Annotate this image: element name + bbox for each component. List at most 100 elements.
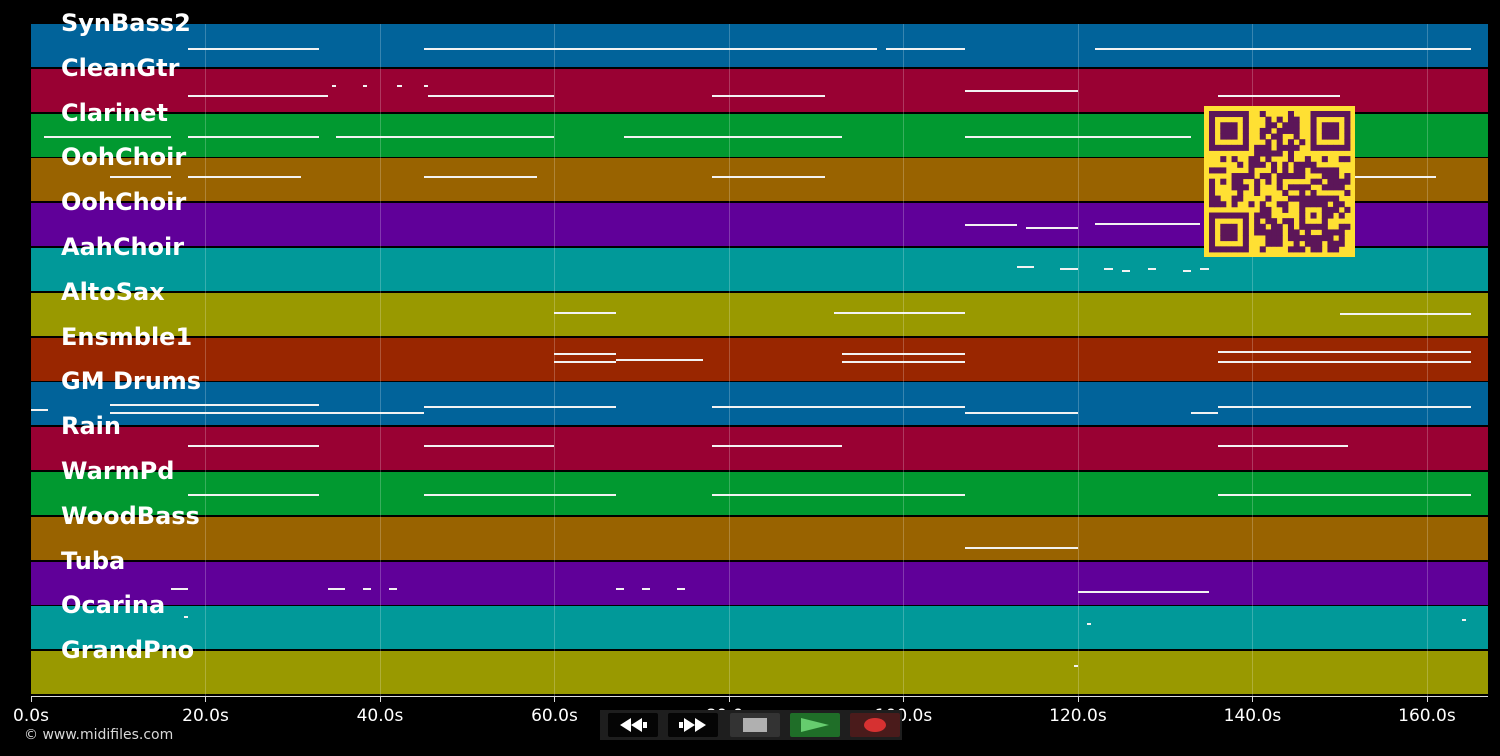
midi-note: [711, 445, 843, 448]
qr-pattern: [1209, 111, 1351, 253]
midi-note: [170, 588, 189, 591]
tick-label: 140.0s: [1223, 706, 1282, 726]
tick-label: 160.0s: [1398, 706, 1456, 726]
midi-note: [711, 494, 965, 497]
tick-mark: [903, 696, 905, 702]
midi-note: [362, 85, 367, 88]
track-lane: [31, 337, 1488, 381]
qr-code[interactable]: [1204, 106, 1355, 257]
midi-note: [842, 352, 965, 355]
track-lane: [31, 606, 1488, 650]
midi-note: [711, 176, 825, 179]
midi-note: [331, 85, 337, 88]
midi-note: [1086, 622, 1092, 625]
midi-note: [964, 546, 1078, 549]
tick-label: 20.0s: [182, 706, 229, 726]
tick-mark: [554, 696, 556, 702]
midi-note: [1217, 494, 1471, 497]
grid-line: [205, 24, 207, 696]
rewind-button[interactable]: [608, 713, 658, 737]
midi-note: [1217, 351, 1471, 354]
midi-note: [423, 445, 555, 448]
midi-note: [711, 406, 965, 409]
midi-note: [1217, 445, 1349, 448]
midi-note: [1217, 406, 1471, 409]
grid-line: [1077, 24, 1079, 696]
midi-note: [423, 48, 878, 51]
midi-note: [1077, 590, 1209, 593]
track-lane: [31, 561, 1488, 605]
midi-note: [1217, 95, 1340, 98]
midi-note: [423, 176, 537, 179]
midi-note: [109, 403, 319, 406]
midi-note: [676, 588, 686, 591]
midi-note: [318, 411, 424, 414]
grid-line: [554, 24, 556, 696]
midi-note: [1461, 619, 1467, 622]
tick-label: 0.0s: [13, 706, 49, 726]
midi-note: [388, 588, 398, 591]
stop-button[interactable]: [730, 713, 780, 737]
midi-note: [615, 359, 703, 362]
midi-note: [641, 588, 651, 591]
tick-mark: [379, 696, 381, 702]
track-lane: [31, 651, 1488, 695]
copyright-text: © www.midifiles.com: [24, 727, 174, 743]
track-label: Tuba: [61, 546, 126, 575]
midi-note: [1073, 664, 1078, 667]
midi-note: [183, 615, 189, 618]
track-label: CleanGtr: [61, 53, 180, 82]
track-lane: [31, 292, 1488, 336]
track-lane: [31, 68, 1488, 112]
track-label: WarmPd: [61, 457, 175, 485]
midi-note: [964, 135, 1192, 138]
track-label: OohChoir: [61, 188, 187, 217]
midi-note: [711, 95, 825, 98]
midi-note: [188, 135, 319, 138]
tick-mark: [1252, 696, 1254, 702]
track-label: WoodBass: [61, 501, 200, 530]
midi-note: [615, 588, 625, 591]
midi-note: [44, 135, 171, 138]
track-lane: [31, 427, 1488, 471]
midi-note: [109, 411, 319, 414]
track-label: Ensmble1: [61, 322, 193, 351]
play-icon: [801, 718, 829, 732]
track-label: Ocarina: [61, 591, 166, 620]
midi-note: [1060, 267, 1078, 270]
grid-line: [1252, 24, 1254, 696]
midi-note: [624, 135, 843, 138]
midi-note: [554, 312, 616, 315]
midi-note: [842, 361, 965, 364]
track-lane: [31, 382, 1488, 426]
midi-note: [1147, 267, 1157, 270]
midi-note: [423, 494, 616, 497]
midi-note: [1121, 269, 1131, 272]
fast-forward-button[interactable]: [668, 713, 718, 737]
midi-note: [327, 588, 346, 591]
tick-mark: [205, 696, 207, 702]
midi-note: [362, 588, 372, 591]
tick-mark: [728, 696, 730, 702]
track-label: GM Drums: [61, 367, 202, 396]
tick-label: 120.0s: [1049, 706, 1107, 726]
midi-note: [31, 409, 49, 412]
midi-note: [423, 85, 428, 88]
midi-note: [1191, 411, 1218, 414]
midi-note: [1025, 226, 1078, 229]
midi-note: [964, 90, 1078, 93]
track-label: OohChoir: [61, 143, 187, 172]
midi-note: [188, 176, 302, 179]
grid-line: [379, 24, 381, 696]
record-button[interactable]: [850, 713, 900, 737]
midi-note: [1217, 361, 1471, 364]
play-button[interactable]: [790, 713, 840, 737]
midi-note: [1016, 266, 1035, 269]
midi-note: [554, 352, 616, 355]
midi-note: [1182, 269, 1192, 272]
tick-mark: [31, 696, 32, 702]
midi-note: [427, 95, 555, 98]
midi-note: [423, 406, 616, 409]
grid-line: [903, 24, 905, 696]
midi-note: [1200, 267, 1209, 270]
